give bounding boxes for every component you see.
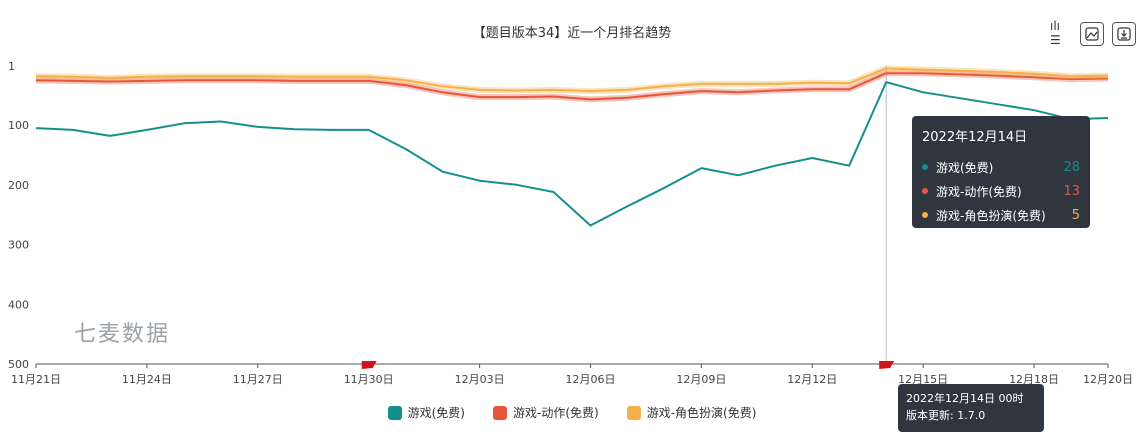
y-tick-label: 200	[8, 179, 29, 192]
legend-item[interactable]: 游戏-角色扮演(免费)	[626, 404, 757, 421]
version-marker-tooltip: 2022年12月14日 00时 版本更新: 1.7.0	[898, 384, 1044, 432]
tooltip-row: 游戏-动作(免费) 13	[922, 179, 1080, 203]
tooltip-dot	[922, 212, 928, 218]
version-flag-marker	[361, 361, 377, 369]
legend-item[interactable]: 游戏(免费)	[387, 404, 465, 421]
x-tick-label: 12月09日	[676, 373, 726, 386]
chart-title: 【题目版本34】近一个月排名趋势	[472, 26, 672, 41]
x-tick-label: 12月18日	[1009, 373, 1059, 386]
tooltip-series-name: 游戏-动作(免费)	[936, 184, 1022, 199]
chart-toolbar: ılı ☰	[1050, 19, 1136, 47]
hover-tooltip: 2022年12月14日 游戏(免费) 28 游戏-动作(免费) 13 游戏-角色…	[912, 116, 1090, 228]
legend-label: 游戏(免费)	[407, 406, 465, 420]
tooltip-dot	[922, 188, 928, 194]
tooltip-series-name: 游戏-角色扮演(免费)	[936, 208, 1046, 223]
download-icon[interactable]	[1112, 22, 1136, 46]
bar-toggle-icon[interactable]: ılı ☰	[1050, 19, 1072, 47]
tooltip-row: 游戏-角色扮演(免费) 5	[922, 203, 1080, 227]
x-tick-label: 11月24日	[122, 373, 172, 386]
x-tick-label: 12月06日	[565, 373, 615, 386]
legend-swatch	[626, 405, 641, 420]
x-tick-label: 12月20日	[1083, 373, 1133, 386]
tooltip-value: 5	[1071, 207, 1080, 223]
tooltip-value: 13	[1063, 183, 1080, 199]
y-tick-label: 300	[8, 239, 29, 252]
tooltip-series-name: 游戏(免费)	[936, 160, 994, 175]
x-tick-label: 11月30日	[344, 373, 394, 386]
legend-label: 游戏-角色扮演(免费)	[646, 406, 757, 420]
watermark-text: 七麦数据	[74, 322, 171, 347]
series-line	[35, 81, 1109, 227]
y-tick-label: 100	[8, 119, 29, 132]
legend-item[interactable]: 游戏-动作(免费)	[492, 404, 599, 421]
version-flag-marker	[879, 361, 895, 369]
tooltip-row: 游戏(免费) 28	[922, 155, 1080, 179]
x-tick-label: 11月21日	[11, 373, 61, 386]
x-tick-label: 12月12日	[787, 373, 837, 386]
legend-label: 游戏-动作(免费)	[512, 406, 599, 420]
tooltip-value: 28	[1063, 159, 1080, 175]
y-tick-label: 400	[8, 298, 29, 311]
tooltip-dot	[922, 164, 928, 170]
marker-tooltip-date: 2022年12月14日 00时	[906, 392, 1024, 405]
x-tick-label: 12月15日	[898, 373, 948, 386]
series-line	[35, 72, 1109, 101]
x-tick-label: 12月03日	[455, 373, 505, 386]
legend-swatch	[387, 405, 402, 420]
tooltip-date: 2022年12月14日	[922, 130, 1028, 145]
marker-tooltip-version: 版本更新: 1.7.0	[906, 409, 986, 422]
x-tick-label: 11月27日	[233, 373, 283, 386]
y-tick-label: 1	[8, 60, 15, 73]
save-image-icon[interactable]	[1080, 22, 1104, 46]
y-tick-label: 500	[8, 358, 29, 371]
chart-legend: 游戏(免费) 游戏-动作(免费) 游戏-角色扮演(免费)	[0, 404, 1144, 421]
series-line	[35, 67, 1109, 93]
legend-swatch	[492, 405, 507, 420]
